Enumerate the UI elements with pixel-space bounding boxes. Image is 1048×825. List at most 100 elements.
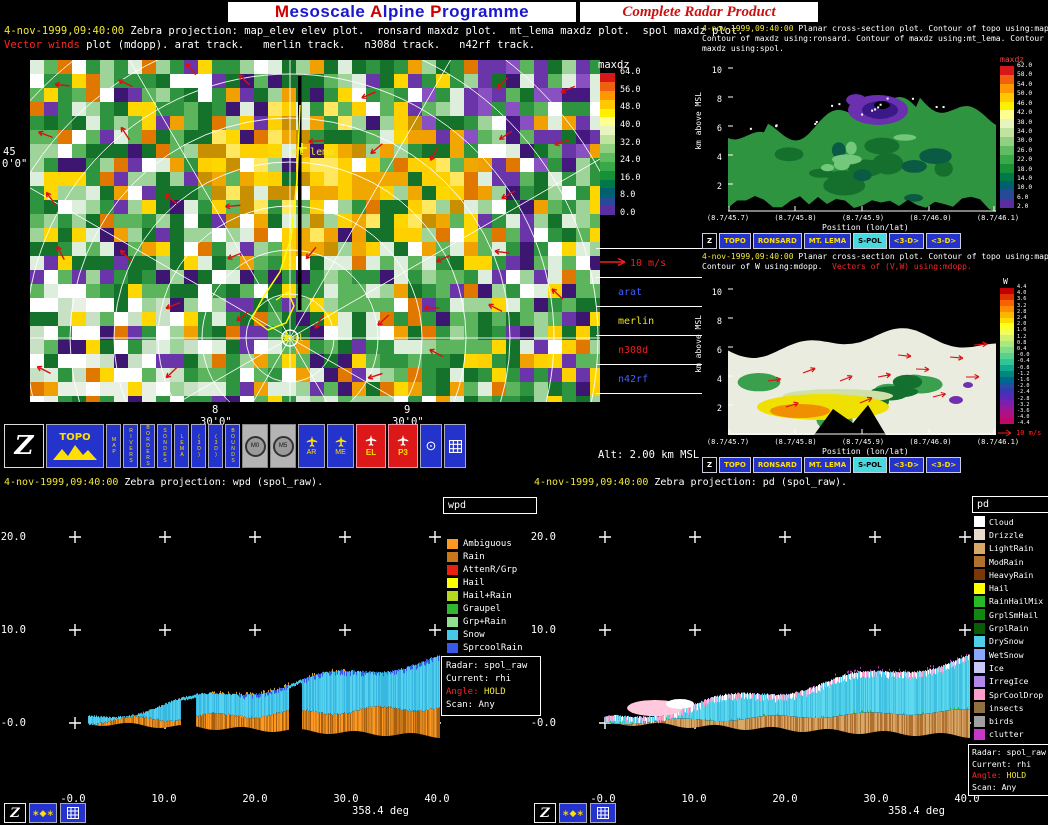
xsec-toolbar-button[interactable]: <3-D> bbox=[888, 457, 924, 473]
overlay-toggle-button[interactable]: RIVERS bbox=[123, 424, 138, 468]
airplane-icon bbox=[335, 436, 346, 447]
legend-item: Snow bbox=[447, 628, 523, 641]
legend-label: Grp+Rain bbox=[463, 616, 507, 627]
xsec-toolbar-button[interactable]: Z bbox=[702, 457, 718, 473]
ytick-label: 6 bbox=[716, 346, 722, 356]
overlay-toggle-button[interactable]: (3D) bbox=[191, 424, 206, 468]
zebra-button[interactable]: Z bbox=[4, 424, 44, 468]
xsec2-plot[interactable] bbox=[728, 285, 996, 435]
maxdz-colorbar-title: maxdz bbox=[598, 59, 630, 71]
overlay-toggle-button[interactable]: SONDES bbox=[157, 424, 172, 468]
aircraft-track-button[interactable]: P3 bbox=[388, 424, 418, 468]
xtick-label: 20.0 bbox=[242, 793, 268, 805]
colorbar-segment bbox=[1000, 110, 1014, 120]
legend-item: Rain bbox=[447, 551, 523, 564]
zebra-button[interactable]: Z bbox=[4, 803, 26, 823]
colorbar-segment bbox=[1000, 358, 1014, 365]
stars-button[interactable]: ∗◆∗ bbox=[29, 803, 58, 823]
grid-button[interactable] bbox=[590, 803, 617, 823]
xsec-toolbar-button[interactable]: <3-D> bbox=[925, 457, 962, 473]
legend-label: clutter bbox=[989, 729, 1024, 740]
grid-button[interactable] bbox=[60, 803, 87, 823]
wind-scale-arrow-icon bbox=[998, 429, 1012, 437]
colorbar-segment bbox=[600, 117, 615, 127]
overlay-toggle-button[interactable]: LEMA bbox=[174, 424, 189, 468]
xsec-toolbar-button[interactable]: Z bbox=[702, 233, 718, 249]
colorbar-segment bbox=[1000, 181, 1014, 191]
legend-item: GrplSmHail bbox=[974, 608, 1043, 621]
rhi-pd-plot[interactable] bbox=[560, 500, 975, 790]
legend-label: ModRain bbox=[989, 556, 1024, 567]
legend-label: Ambiguous bbox=[463, 539, 512, 550]
colorbar-label: 0.4 bbox=[1017, 346, 1027, 353]
xsec-toolbar-button[interactable]: TOPO bbox=[719, 457, 751, 473]
xsec-toolbar-button[interactable]: S-POL bbox=[853, 457, 887, 473]
airplane-icon bbox=[306, 436, 317, 447]
xsec-toolbar-button[interactable]: RONSARD bbox=[752, 233, 802, 249]
legend-swatch bbox=[974, 702, 985, 714]
info-radar: Radar: spol_raw bbox=[972, 747, 1046, 757]
xsec-toolbar-button[interactable]: <3-D> bbox=[925, 233, 962, 249]
xtick-label: (8.7/45.8) bbox=[774, 214, 817, 222]
colorbar-segment bbox=[1000, 299, 1014, 306]
xtick-label: -0.0 bbox=[60, 793, 86, 805]
colorbar-segment bbox=[1000, 329, 1014, 336]
map-legend: 10 m/s arat merlin n308d n42rf bbox=[596, 248, 702, 394]
overlay-toggle-button[interactable]: BORDERS bbox=[140, 424, 155, 468]
map-plot[interactable] bbox=[30, 60, 600, 402]
xsec-toolbar-button[interactable]: MT. LEMA bbox=[803, 457, 852, 473]
colorbar-label: 24.0 bbox=[620, 155, 641, 166]
info-radar: Radar: spol_raw bbox=[446, 661, 528, 671]
aircraft-track-button[interactable]: EL bbox=[356, 424, 386, 468]
xsec-toolbar-button[interactable]: TOPO bbox=[719, 233, 751, 249]
ytick-label: 10 bbox=[711, 288, 722, 298]
stars-button[interactable]: ∗◆∗ bbox=[559, 803, 588, 823]
overlay-toggle-button[interactable]: (3D) bbox=[208, 424, 223, 468]
rhi-wpd-plot[interactable] bbox=[30, 500, 445, 790]
aircraft-track-button[interactable]: AR bbox=[298, 424, 325, 468]
colorbar-label: -0.4 bbox=[1017, 358, 1030, 365]
airplane-icon bbox=[365, 435, 377, 446]
legend-label: AttenR/Grp bbox=[463, 565, 518, 576]
radar-info-box: Radar: spol_raw Current: rhi Angle: HOLD… bbox=[968, 744, 1048, 796]
legend-title: pd bbox=[977, 499, 990, 510]
xsec-toolbar-button[interactable]: <3-D> bbox=[888, 233, 924, 249]
xtick-label: (8.7/45.7) bbox=[706, 214, 750, 222]
legend-swatch bbox=[447, 552, 458, 563]
colorbar-label: 58.0 bbox=[1017, 71, 1033, 79]
target-button[interactable]: ⊙ bbox=[420, 424, 442, 468]
map-legend-item: merlin bbox=[596, 306, 702, 335]
xsec-toolbar-button[interactable]: RONSARD bbox=[752, 457, 802, 473]
lon-tick2-deg: 9 bbox=[404, 404, 411, 416]
legend-swatch bbox=[974, 622, 985, 634]
rhi-wpd-xticks: -0.0 10.0 20.0 30.0 40.0 bbox=[56, 793, 454, 805]
xsec-toolbar-button[interactable]: S-POL bbox=[853, 233, 887, 249]
grid-button[interactable] bbox=[444, 424, 466, 468]
colorbar-segment bbox=[600, 144, 615, 153]
colorbar-segment bbox=[600, 81, 615, 91]
aircraft-track-button[interactable]: ME bbox=[327, 424, 354, 468]
legend-item: WetSnow bbox=[974, 648, 1043, 661]
colorbar-label: 62.0 bbox=[1017, 62, 1033, 69]
xsec2-colorbar bbox=[1000, 288, 1014, 424]
ytick-label: -0.0 bbox=[0, 717, 26, 729]
zebra-button[interactable]: Z bbox=[534, 803, 556, 823]
radar-mode-button[interactable]: M5 bbox=[270, 424, 296, 468]
xtick-label: -0.0 bbox=[590, 793, 616, 805]
topo-button[interactable]: TOPO bbox=[46, 424, 104, 468]
xsec1-plot[interactable] bbox=[728, 64, 996, 212]
xsec1-colorbar-labels: 62.0 58.0 54.0 50.0 46.0 42.0 38.0 34.0 30.0 26.0… bbox=[1017, 62, 1033, 211]
colorbar-label: -1.6 bbox=[1017, 377, 1030, 384]
colorbar-segment bbox=[1000, 347, 1014, 353]
overlay-toggle-button[interactable]: BOUNDS bbox=[225, 424, 240, 468]
map-legend-label: n42rf bbox=[618, 373, 649, 385]
ytick-label: 4 bbox=[716, 153, 722, 163]
overlay-toggle-button[interactable]: MAP bbox=[106, 424, 121, 468]
legend-label: HeavyRain bbox=[989, 569, 1034, 580]
radar-mode-button[interactable]: M0 bbox=[242, 424, 268, 468]
target-icon: ⊙ bbox=[425, 438, 437, 453]
rhi-pd-toolbar: Z ∗◆∗ bbox=[534, 803, 617, 823]
xsec-toolbar-button[interactable]: MT. LEMA bbox=[803, 233, 852, 249]
colorbar-label: -4.4 bbox=[1017, 420, 1030, 427]
legend-item: DrySnow bbox=[974, 635, 1043, 648]
